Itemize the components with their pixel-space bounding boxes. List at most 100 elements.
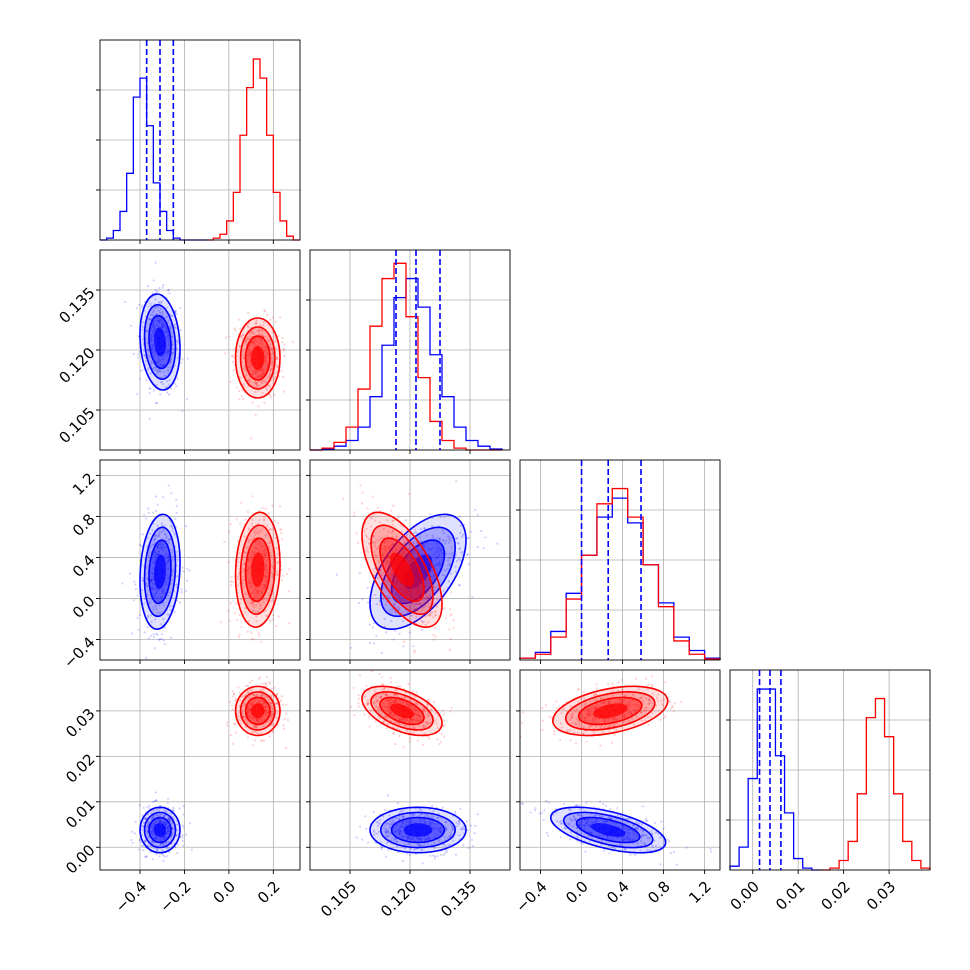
sample-point bbox=[247, 568, 250, 571]
sample-point bbox=[428, 585, 432, 589]
sample-point bbox=[422, 844, 425, 848]
sample-point bbox=[248, 365, 251, 369]
sample-point bbox=[162, 383, 165, 386]
sample-point bbox=[145, 855, 148, 858]
sample-point bbox=[366, 507, 369, 510]
sample-point bbox=[538, 812, 541, 815]
sample-point bbox=[161, 589, 165, 592]
sample-point bbox=[449, 563, 452, 567]
sample-point bbox=[367, 703, 370, 706]
sample-point bbox=[410, 614, 413, 617]
sample-point bbox=[413, 718, 416, 722]
sample-point bbox=[405, 592, 408, 595]
sample-point bbox=[275, 556, 278, 559]
sample-point bbox=[287, 590, 290, 593]
sample-point bbox=[143, 354, 146, 357]
sample-point bbox=[264, 359, 267, 362]
sample-point bbox=[445, 539, 448, 542]
sample-point bbox=[165, 306, 168, 310]
sample-point bbox=[432, 854, 435, 857]
sample-point bbox=[276, 370, 279, 373]
sample-point bbox=[412, 725, 415, 728]
sample-point bbox=[238, 633, 241, 636]
sample-point bbox=[444, 616, 447, 619]
sample-point bbox=[391, 574, 394, 577]
sample-point bbox=[439, 564, 442, 567]
sample-point bbox=[274, 702, 277, 706]
sample-point bbox=[166, 578, 169, 581]
sample-point bbox=[406, 836, 409, 839]
sample-point bbox=[257, 632, 260, 635]
sample-point bbox=[570, 819, 573, 822]
sample-point bbox=[470, 838, 474, 842]
sample-point bbox=[176, 339, 179, 342]
sample-point bbox=[416, 560, 419, 564]
sample-point bbox=[575, 804, 578, 807]
sample-point bbox=[367, 537, 370, 541]
sample-point bbox=[148, 551, 151, 554]
sample-point bbox=[387, 706, 390, 709]
sample-point bbox=[151, 827, 155, 830]
sample-point bbox=[252, 700, 255, 703]
sample-point bbox=[404, 592, 407, 595]
sample-point bbox=[252, 744, 255, 747]
sample-point bbox=[409, 588, 413, 591]
sample-point bbox=[442, 532, 446, 535]
sample-point bbox=[266, 363, 269, 367]
sample-point bbox=[413, 524, 416, 528]
sample-point bbox=[141, 328, 144, 331]
sample-point bbox=[254, 529, 257, 532]
sample-point bbox=[151, 313, 154, 317]
sample-point bbox=[286, 719, 290, 722]
sample-point bbox=[436, 547, 439, 551]
sample-point bbox=[555, 811, 558, 814]
sample-point bbox=[145, 828, 148, 831]
panel-frame bbox=[309, 459, 511, 661]
histogram-blue-series bbox=[100, 77, 207, 241]
sample-point bbox=[395, 581, 398, 584]
sample-point bbox=[166, 594, 170, 597]
sample-point bbox=[160, 310, 164, 314]
sample-point bbox=[263, 702, 266, 705]
sample-point bbox=[398, 632, 401, 635]
sample-point bbox=[265, 704, 268, 707]
sample-point bbox=[384, 546, 387, 549]
sample-point bbox=[244, 684, 247, 688]
sample-point bbox=[162, 326, 165, 329]
sample-point bbox=[394, 830, 397, 833]
sample-point bbox=[645, 817, 648, 820]
sample-point bbox=[385, 534, 389, 538]
sample-point bbox=[159, 547, 163, 550]
sample-point bbox=[579, 841, 582, 844]
sample-point bbox=[182, 813, 185, 816]
sample-point bbox=[368, 715, 371, 718]
sample-point bbox=[263, 585, 266, 588]
sample-point bbox=[175, 348, 179, 351]
sample-point bbox=[402, 537, 405, 540]
sample-point bbox=[147, 367, 150, 370]
sample-point bbox=[457, 819, 460, 823]
sample-point bbox=[161, 548, 164, 551]
sample-point bbox=[229, 734, 233, 737]
sample-point bbox=[140, 306, 144, 309]
sample-point bbox=[251, 601, 254, 604]
sample-point bbox=[434, 832, 437, 836]
sample-point bbox=[168, 362, 172, 365]
sample-point bbox=[411, 837, 414, 840]
sample-point bbox=[371, 670, 374, 673]
sample-point bbox=[258, 370, 261, 373]
sample-point bbox=[239, 699, 242, 702]
sample-point bbox=[578, 804, 581, 807]
sample-point bbox=[260, 732, 263, 735]
sample-point bbox=[175, 823, 179, 826]
sample-point bbox=[165, 552, 168, 555]
sample-point bbox=[385, 561, 389, 564]
sample-point bbox=[381, 712, 384, 715]
sample-point bbox=[254, 390, 257, 394]
sample-point bbox=[394, 698, 397, 701]
sample-point bbox=[443, 516, 446, 519]
sample-point bbox=[432, 638, 436, 641]
sample-point bbox=[247, 704, 250, 707]
sample-point bbox=[173, 610, 176, 613]
sample-point bbox=[244, 374, 247, 377]
